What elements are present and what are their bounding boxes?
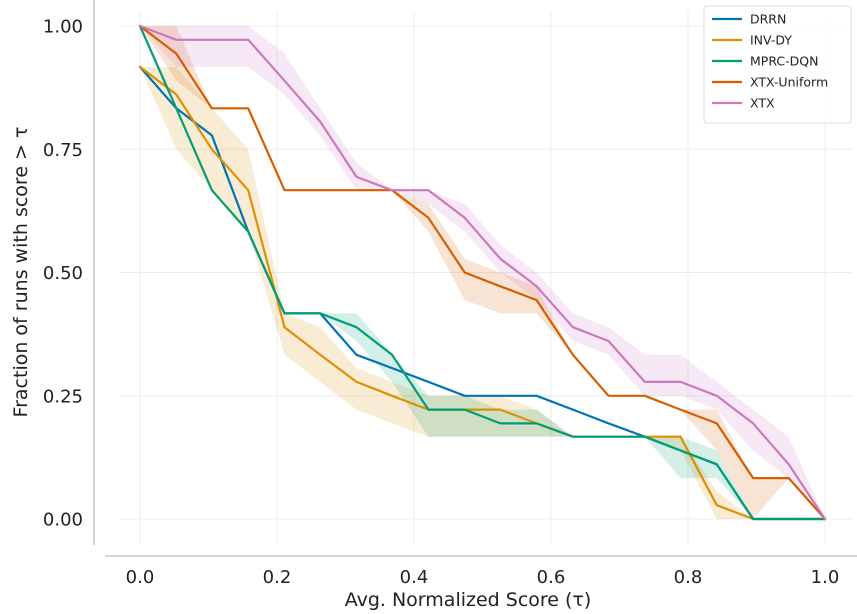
x-tick-label: 0.4 bbox=[400, 567, 429, 588]
y-tick-label: 0.25 bbox=[43, 386, 83, 407]
tick-labels: 0.0 0.2 0.4 0.6 0.8 1.0 0.00 0.25 0.50 0.75 1.00 bbox=[43, 17, 839, 589]
series-line-xtx bbox=[138, 24, 827, 521]
x-tick-label: 1.0 bbox=[811, 567, 840, 588]
x-tick-label: 0.2 bbox=[263, 567, 292, 588]
band-inv-dy bbox=[140, 66, 825, 520]
y-axis-label: Fraction of runs with score > τ bbox=[10, 127, 32, 418]
legend-entry: MPRC-DQN bbox=[750, 54, 818, 69]
x-tick-label: 0.8 bbox=[674, 567, 703, 588]
series-lines bbox=[138, 24, 827, 521]
band-xtx-uniform bbox=[140, 26, 825, 519]
series-line-inv-dy bbox=[138, 65, 827, 521]
band-mprc-dqn bbox=[140, 26, 825, 519]
y-tick-label: 1.00 bbox=[43, 17, 83, 38]
x-tick-label: 0.0 bbox=[126, 567, 155, 588]
legend-entry: XTX bbox=[750, 96, 775, 111]
legend-box bbox=[703, 5, 852, 124]
y-tick-label: 0.00 bbox=[43, 510, 83, 531]
legend-entry: INV-DY bbox=[750, 33, 792, 48]
axes bbox=[93, 0, 857, 557]
legend-entry: XTX-Uniform bbox=[750, 75, 828, 90]
band-xtx bbox=[140, 26, 825, 519]
legend-entry: DRRN bbox=[750, 12, 786, 27]
x-axis-label: Avg. Normalized Score (τ) bbox=[345, 589, 592, 611]
y-tick-label: 0.50 bbox=[43, 263, 83, 284]
series-line-xtx-uniform bbox=[138, 24, 827, 521]
series-line-mprc-dqn bbox=[138, 24, 827, 521]
y-tick-label: 0.75 bbox=[43, 140, 83, 161]
confidence-bands bbox=[140, 26, 825, 520]
legend: DRRN INV-DY MPRC-DQN XTX-Uniform XTX bbox=[703, 5, 852, 124]
x-tick-label: 0.6 bbox=[537, 567, 566, 588]
